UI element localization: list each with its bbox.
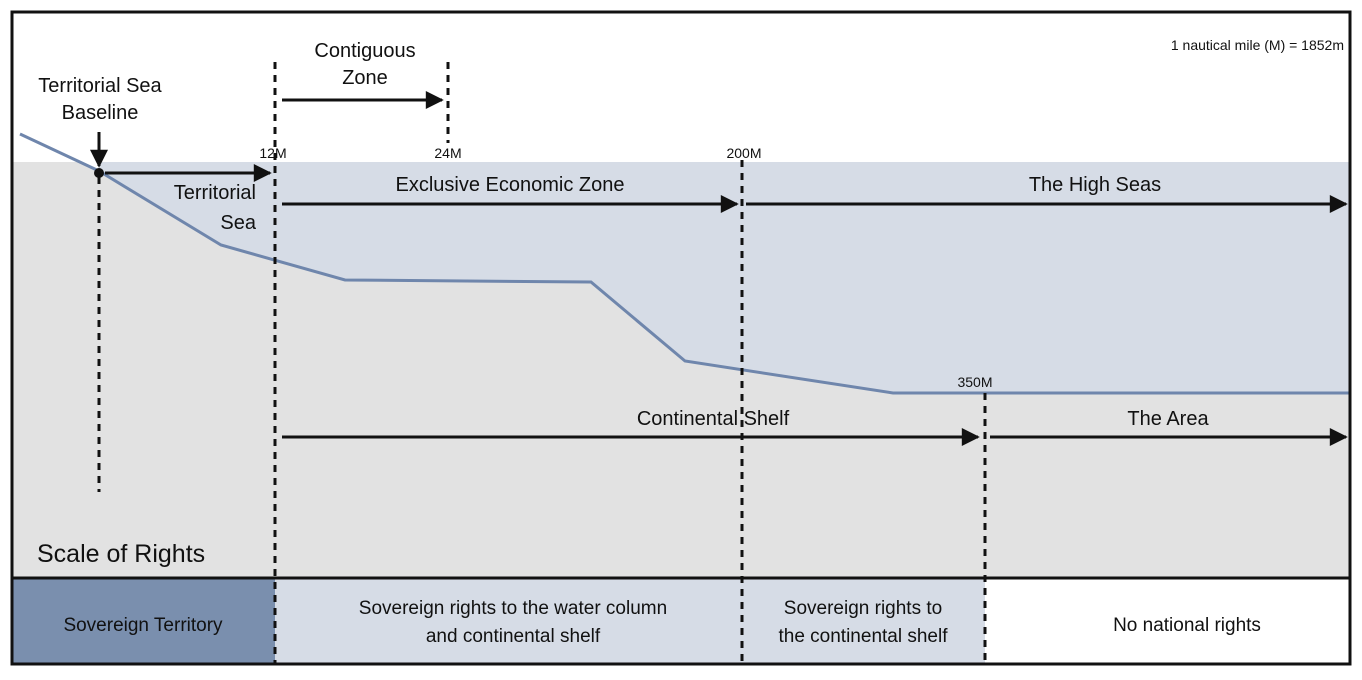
scale-note: 1 nautical mile (M) = 1852m [1171,37,1344,53]
shelf-rights-line2: the continental shelf [778,626,948,647]
no-rights-text: No national rights [1113,615,1261,636]
water-column-rights-cell [275,578,742,664]
territorial-sea-label-line1: Territorial [174,182,256,204]
territorial-sea-label-line2: Sea [220,212,256,234]
baseline-point [94,168,104,178]
continental-shelf-label: Continental Shelf [637,408,790,430]
water-column-rights-line2: and continental shelf [426,626,601,647]
sovereign-territory-cell [12,578,275,664]
seabed-profile-line [19,132,1350,395]
sovereign-territory-text: Sovereign Territory [63,615,223,636]
marker-12m: 12M [259,145,286,161]
high-seas-label: The High Seas [1029,174,1161,196]
scale-of-rights-label: Scale of Rights [37,540,205,568]
marker-350m: 350M [957,374,992,390]
eez-label: Exclusive Economic Zone [396,174,625,196]
baseline-label-line1: Territorial Sea [38,75,162,97]
contiguous-label-line2: Zone [342,67,388,89]
baseline-label-line2: Baseline [62,102,139,124]
no-rights-cell [985,578,1350,664]
shelf-rights-line1: Sovereign rights to [784,598,942,619]
shelf-rights-cell [742,578,985,664]
marker-200m: 200M [726,145,761,161]
sea-water-area [99,162,1350,393]
marker-24m: 24M [434,145,461,161]
the-area-label: The Area [1127,408,1209,430]
water-column-rights-line1: Sovereign rights to the water column [359,598,667,619]
contiguous-label-line1: Contiguous [314,40,415,62]
diagram-border [10,10,1352,666]
